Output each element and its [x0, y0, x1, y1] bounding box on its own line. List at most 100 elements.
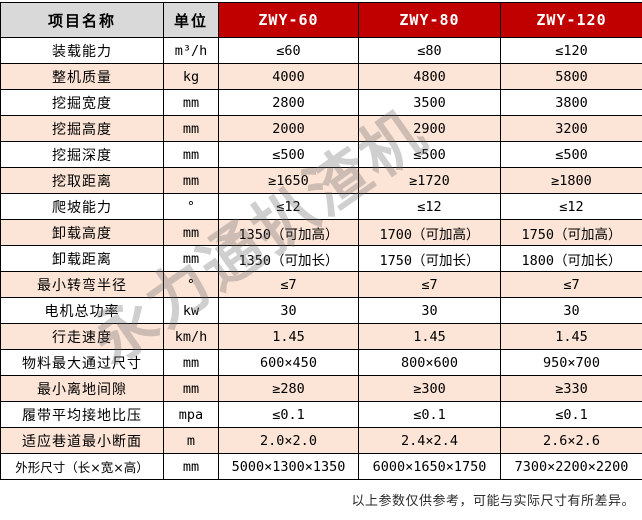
value-zwy120: ≥330 [500, 375, 642, 402]
row-unit: mm [163, 245, 219, 272]
row-label: 装载能力 [0, 37, 164, 64]
row-label: 电机总功率 [0, 297, 164, 324]
table-row: 装载能力 m³/h ≤60 ≤80 ≤120 [0, 37, 642, 64]
table-row: 履带平均接地比压 mpa ≤0.1 ≤0.1 ≤0.1 [0, 401, 642, 428]
value-zwy80: ≥300 [358, 375, 501, 402]
value-zwy60: 2.0×2.0 [218, 427, 359, 454]
value-zwy60: 30 [218, 297, 359, 324]
row-label: 卸载距离 [0, 245, 164, 272]
row-unit: mm [163, 219, 219, 246]
value-zwy60: 5000×1300×1350 [218, 453, 359, 480]
value-zwy80: 2900 [358, 115, 501, 142]
value-zwy120: 3200 [500, 115, 642, 142]
row-label: 履带平均接地比压 [0, 401, 164, 428]
row-label: 物料最大通过尺寸 [0, 349, 164, 376]
table-row: 挖掘高度 mm 2000 2900 3200 [0, 115, 642, 142]
value-zwy60: 1350（可加高） [218, 219, 359, 246]
value-zwy120: 7300×2200×2200 [500, 453, 642, 480]
spec-table: 项目名称 单位 ZWY-60 ZWY-80 ZWY-120 装载能力 m³/h … [0, 2, 642, 480]
value-zwy80: ≤0.1 [358, 401, 501, 428]
disclaimer-note: 以上参数仅供参考，可能与实际尺寸有所差异。 [351, 494, 635, 509]
value-zwy80: 2.4×2.4 [358, 427, 501, 454]
row-unit: mm [163, 141, 219, 168]
value-zwy80: 1750（可加长） [358, 245, 501, 272]
value-zwy60: ≤60 [218, 37, 359, 64]
value-zwy120: ≤500 [500, 141, 642, 168]
spec-table-body: 装载能力 m³/h ≤60 ≤80 ≤120 整机质量 kg 4000 4800… [0, 37, 642, 480]
row-unit: kg [163, 63, 219, 90]
table-row: 挖掘宽度 mm 2800 3500 3800 [0, 89, 642, 116]
row-label: 挖掘深度 [0, 141, 164, 168]
table-row: 爬坡能力 ° ≤12 ≤12 ≤12 [0, 193, 642, 220]
row-label: 最小转弯半径 [0, 271, 164, 298]
row-label: 挖取距离 [0, 167, 164, 194]
value-zwy120: 950×700 [500, 349, 642, 376]
value-zwy60: 1.45 [218, 323, 359, 350]
value-zwy60: ≤12 [218, 193, 359, 220]
value-zwy80: 4800 [358, 63, 501, 90]
row-unit: mm [163, 375, 219, 402]
header-model-zwy80: ZWY-80 [358, 2, 501, 38]
row-label: 适应巷道最小断面 [0, 427, 164, 454]
value-zwy60: ≥1650 [218, 167, 359, 194]
value-zwy80: 1.45 [358, 323, 501, 350]
table-row: 最小离地间隙 mm ≥280 ≥300 ≥330 [0, 375, 642, 402]
value-zwy60: ≥280 [218, 375, 359, 402]
value-zwy80: 1700（可加高） [358, 219, 501, 246]
value-zwy80: 30 [358, 297, 501, 324]
row-unit: mm [163, 167, 219, 194]
value-zwy120: 2.6×2.6 [500, 427, 642, 454]
value-zwy60: 2800 [218, 89, 359, 116]
value-zwy120: ≤12 [500, 193, 642, 220]
table-row: 外形尺寸（长×宽×高） mm 5000×1300×1350 6000×1650×… [0, 453, 642, 480]
row-unit: ° [163, 271, 219, 298]
row-unit: ° [163, 193, 219, 220]
row-label: 整机质量 [0, 63, 164, 90]
value-zwy80: ≤500 [358, 141, 501, 168]
value-zwy120: 1.45 [500, 323, 642, 350]
value-zwy60: ≤0.1 [218, 401, 359, 428]
value-zwy60: ≤7 [218, 271, 359, 298]
table-row: 电机总功率 kw 30 30 30 [0, 297, 642, 324]
row-label: 爬坡能力 [0, 193, 164, 220]
row-label: 最小离地间隙 [0, 375, 164, 402]
value-zwy60: 1350（可加长） [218, 245, 359, 272]
header-model-zwy60: ZWY-60 [218, 2, 359, 38]
value-zwy120: 30 [500, 297, 642, 324]
table-row: 卸载高度 mm 1350（可加高） 1700（可加高） 1750（可加高） [0, 219, 642, 246]
row-unit: mm [163, 115, 219, 142]
row-unit: m [163, 427, 219, 454]
value-zwy80: ≤12 [358, 193, 501, 220]
table-row: 挖取距离 mm ≥1650 ≥1720 ≥1800 [0, 167, 642, 194]
value-zwy120: 5800 [500, 63, 642, 90]
table-row: 最小转弯半径 ° ≤7 ≤7 ≤7 [0, 271, 642, 298]
value-zwy80: ≤7 [358, 271, 501, 298]
value-zwy120: 1800（可加长） [500, 245, 642, 272]
value-zwy120: ≤120 [500, 37, 642, 64]
value-zwy60: 600×450 [218, 349, 359, 376]
value-zwy80: 6000×1650×1750 [358, 453, 501, 480]
table-row: 整机质量 kg 4000 4800 5800 [0, 63, 642, 90]
row-unit: mm [163, 453, 219, 480]
row-unit: km/h [163, 323, 219, 350]
value-zwy120: 3800 [500, 89, 642, 116]
table-row: 物料最大通过尺寸 mm 600×450 800×600 950×700 [0, 349, 642, 376]
row-unit: mm [163, 349, 219, 376]
value-zwy60: ≤500 [218, 141, 359, 168]
value-zwy120: ≤7 [500, 271, 642, 298]
table-row: 卸载距离 mm 1350（可加长） 1750（可加长） 1800（可加长） [0, 245, 642, 272]
row-unit: kw [163, 297, 219, 324]
row-label: 挖掘高度 [0, 115, 164, 142]
row-unit: mpa [163, 401, 219, 428]
value-zwy120: ≥1800 [500, 167, 642, 194]
value-zwy80: ≥1720 [358, 167, 501, 194]
table-row: 行走速度 km/h 1.45 1.45 1.45 [0, 323, 642, 350]
value-zwy80: 3500 [358, 89, 501, 116]
row-label: 外形尺寸（长×宽×高） [0, 453, 164, 480]
header-model-zwy120: ZWY-120 [500, 2, 642, 38]
header-item-name: 项目名称 [0, 2, 164, 38]
header-unit: 单位 [163, 2, 219, 38]
row-unit: mm [163, 89, 219, 116]
value-zwy80: ≤80 [358, 37, 501, 64]
